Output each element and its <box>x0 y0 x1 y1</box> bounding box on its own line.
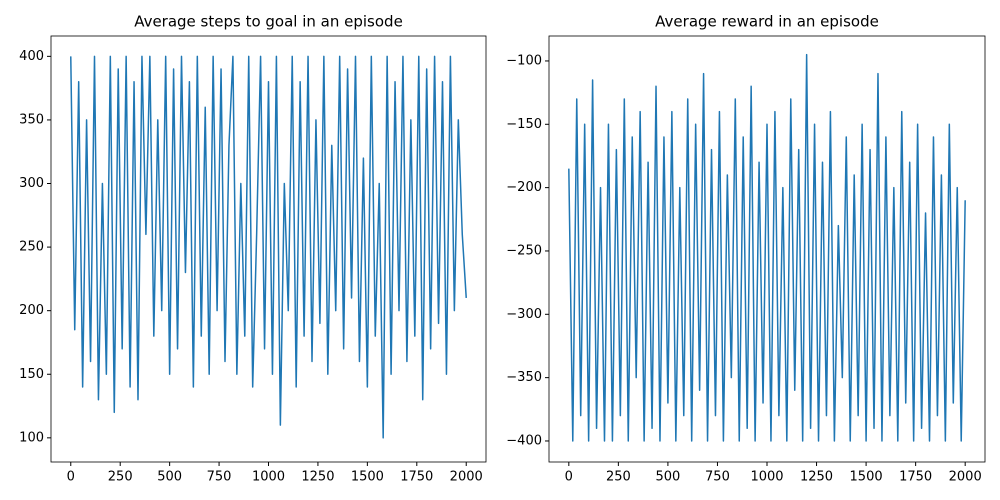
y-tick-label: −250 <box>506 243 542 258</box>
x-tick-label: 0 <box>67 470 75 485</box>
y-tick-label: 200 <box>19 303 44 318</box>
chart-title: Average steps to goal in an episode <box>134 13 403 31</box>
x-tick-label: 250 <box>108 470 133 485</box>
x-tick-label: 500 <box>655 470 680 485</box>
x-tick-label: 1250 <box>301 470 334 485</box>
y-tick-label: −400 <box>506 433 542 448</box>
x-tick-label: 500 <box>157 470 182 485</box>
y-tick-label: 400 <box>19 49 44 64</box>
chart-title: Average reward in an episode <box>655 13 879 31</box>
x-tick-label: 1250 <box>800 470 833 485</box>
data-line <box>568 53 966 442</box>
data-line <box>70 55 467 439</box>
x-tick-label: 250 <box>606 470 631 485</box>
y-tick-label: −300 <box>506 307 542 322</box>
y-tick-label: −100 <box>506 53 542 68</box>
x-tick-label: 1000 <box>252 470 285 485</box>
x-tick-label: 750 <box>207 470 232 485</box>
x-tick-label: 0 <box>565 470 573 485</box>
x-tick-label: 2000 <box>949 470 982 485</box>
x-tick-label: 2000 <box>450 470 483 485</box>
y-tick-label: 300 <box>19 176 44 191</box>
y-tick-label: 150 <box>19 367 44 382</box>
x-tick-label: 1500 <box>850 470 883 485</box>
axes-frame <box>50 35 487 463</box>
x-tick-label: 750 <box>705 470 730 485</box>
y-tick-label: −200 <box>506 180 542 195</box>
y-tick-label: 100 <box>19 430 44 445</box>
x-tick-label: 1750 <box>899 470 932 485</box>
y-tick-label: 350 <box>19 112 44 127</box>
x-tick-label: 1750 <box>400 470 433 485</box>
axes-frame <box>548 35 986 463</box>
y-tick-label: 250 <box>19 240 44 255</box>
x-tick-label: 1000 <box>750 470 783 485</box>
y-tick-label: −350 <box>506 370 542 385</box>
x-tick-label: 1500 <box>351 470 384 485</box>
y-tick-label: −150 <box>506 117 542 132</box>
